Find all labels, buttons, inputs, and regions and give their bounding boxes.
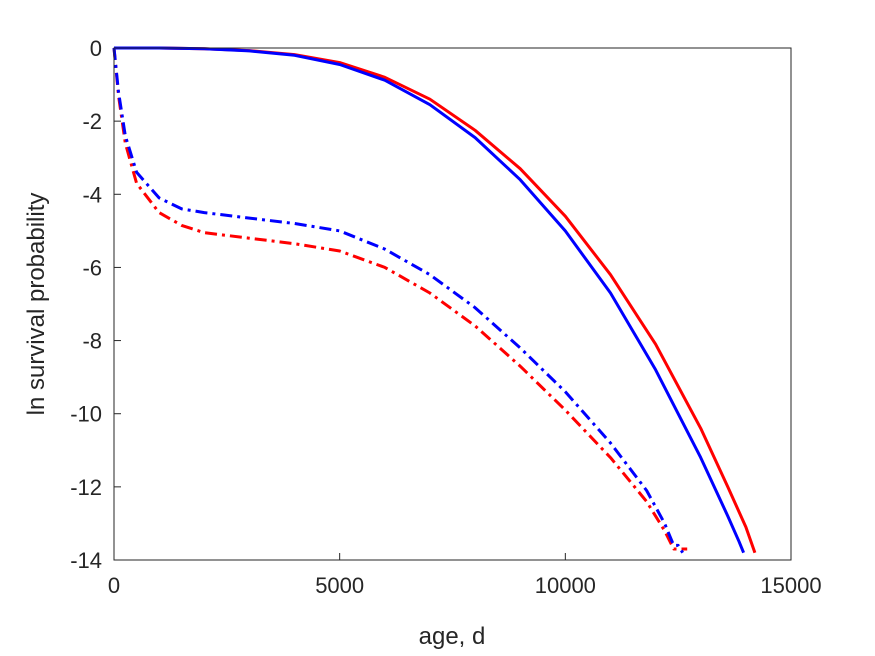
x-tick-label: 10000 [535,573,596,598]
y-tick-label: -8 [82,329,102,354]
y-tick-label: -12 [70,475,102,500]
y-axis-label: ln survival probability [23,193,50,416]
y-tick-label: -4 [82,182,102,207]
y-tick-label: -10 [70,402,102,427]
y-tick-label: -2 [82,109,102,134]
series-line-2 [114,46,745,554]
plot-area [114,48,791,560]
x-tick-label: 15000 [760,573,821,598]
series-line-4 [112,47,684,554]
ticks-layer: 0 5000 10000 15000 0 -2 -4 -6 -8 -10 -12 -14 [70,36,821,598]
plot-frame [113,47,792,561]
y-tick-label: -14 [70,548,102,573]
x-axis-label: age, d [419,623,486,650]
x-tick-label: 5000 [315,573,364,598]
series-layer [112,46,757,554]
y-tick-label: 0 [90,36,102,61]
x-tick-label: 0 [108,573,120,598]
y-tick-label: -6 [82,255,102,280]
series-line-3 [112,47,688,551]
